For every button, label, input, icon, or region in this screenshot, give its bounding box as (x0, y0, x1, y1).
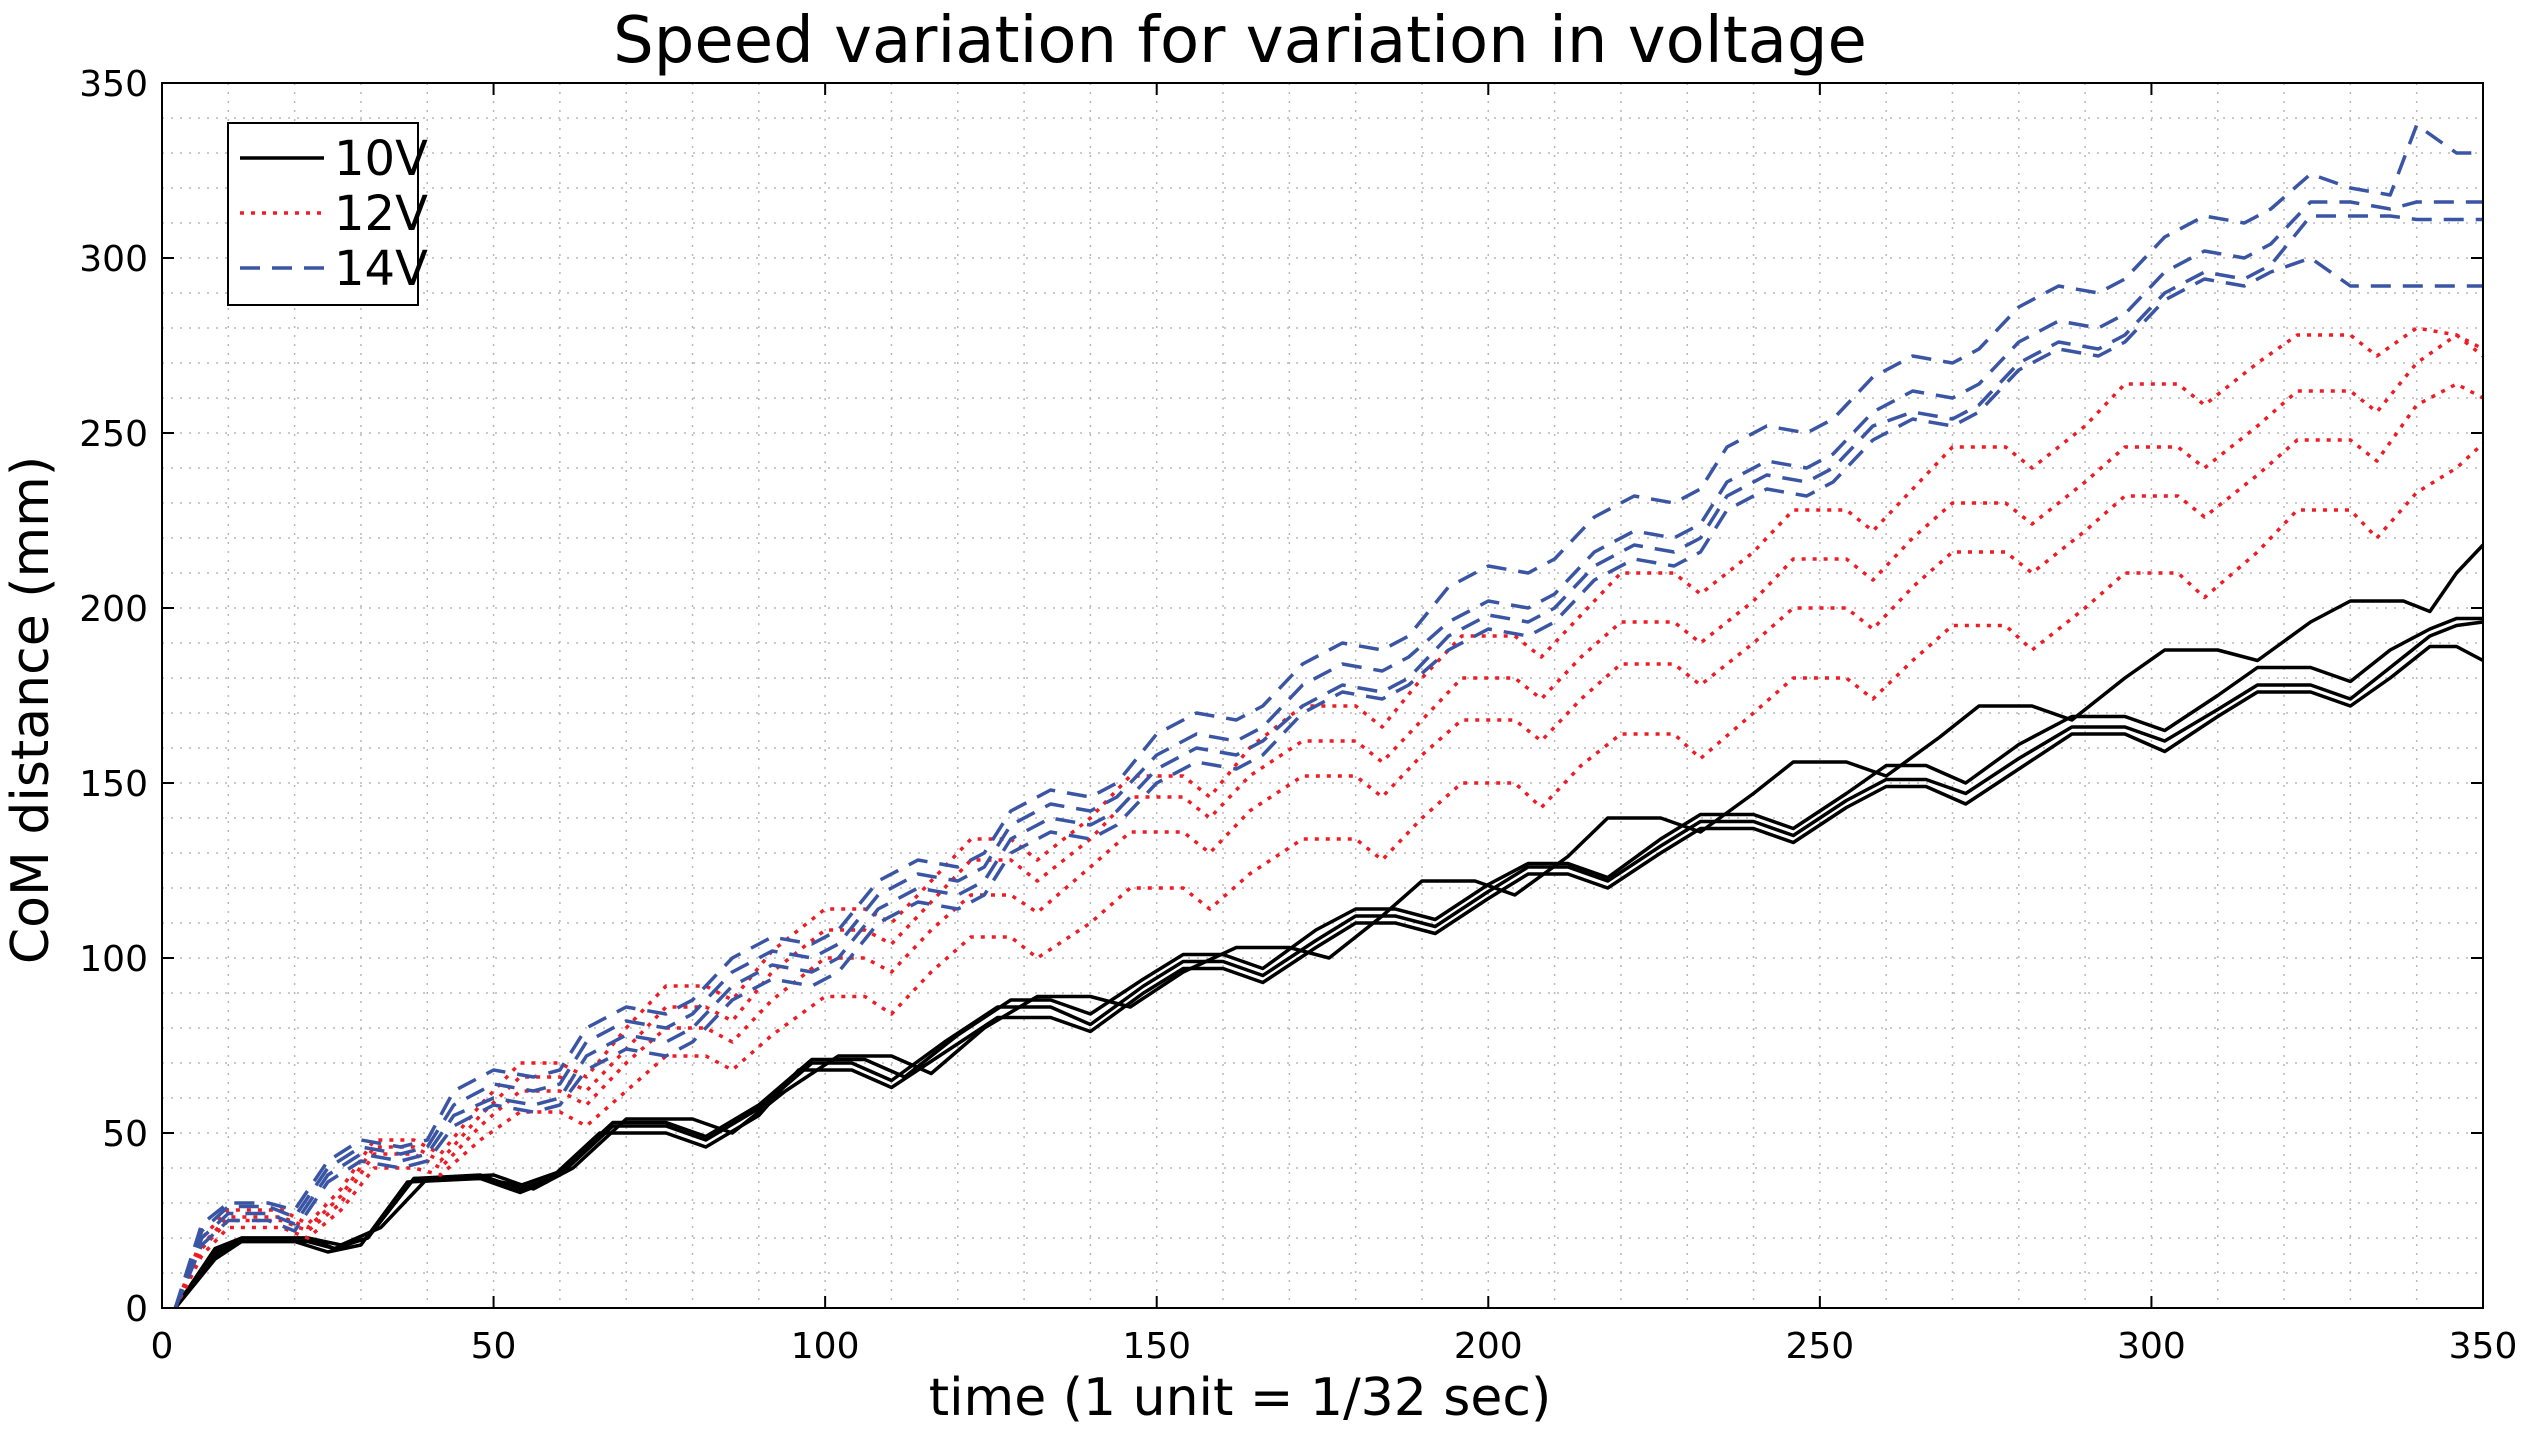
legend-label-14V: 14V (334, 241, 428, 297)
series-layer (173, 123, 2485, 1310)
y-tick-label: 150 (79, 764, 148, 805)
y-tick-label: 100 (79, 939, 148, 980)
series-line-10V-3 (173, 543, 2485, 1309)
x-tick-label: 150 (1122, 1326, 1191, 1367)
legend-label-12V: 12V (334, 186, 428, 242)
x-tick-label: 300 (2117, 1326, 2186, 1367)
legend-label-10V: 10V (334, 131, 428, 187)
y-tick-label: 350 (79, 64, 148, 105)
y-tick-label: 50 (102, 1114, 148, 1155)
y-axis-label: CoM distance (mm) (1, 456, 61, 964)
series-line-14V-11 (173, 123, 2483, 1309)
plot-frame (161, 82, 2484, 1309)
y-tick-label: 300 (79, 239, 148, 280)
series-line-10V-2 (173, 616, 2483, 1310)
series-line-14V-8 (173, 214, 2483, 1309)
x-tick-label: 100 (791, 1326, 860, 1367)
y-tick-label: 250 (79, 414, 148, 455)
x-tick-label: 0 (151, 1326, 174, 1367)
grid (162, 83, 2483, 1308)
series-line-14V-10 (173, 256, 2483, 1309)
x-tick-label: 350 (2449, 1326, 2518, 1367)
y-tick-label: 0 (125, 1289, 148, 1330)
series-line-12V-6 (173, 333, 2485, 1309)
x-tick-label: 200 (1454, 1326, 1523, 1367)
series-line-12V-4 (173, 442, 2485, 1309)
y-tick-label: 200 (79, 589, 148, 630)
x-axis-label: time (1 unit = 1/32 sec) (929, 1368, 1552, 1428)
series-line-14V-9 (173, 200, 2483, 1309)
x-tick-label: 50 (471, 1326, 517, 1367)
ticks: 0 50 100 150 200 250 300 350 0 50 100 150 200 250 300 3… (79, 64, 2517, 1367)
legend-box (227, 122, 419, 306)
series-line-10V-1 (173, 620, 2484, 1310)
chart-title: Speed variation for variation in voltage (613, 4, 1867, 78)
x-tick-label: 250 (1785, 1326, 1854, 1367)
